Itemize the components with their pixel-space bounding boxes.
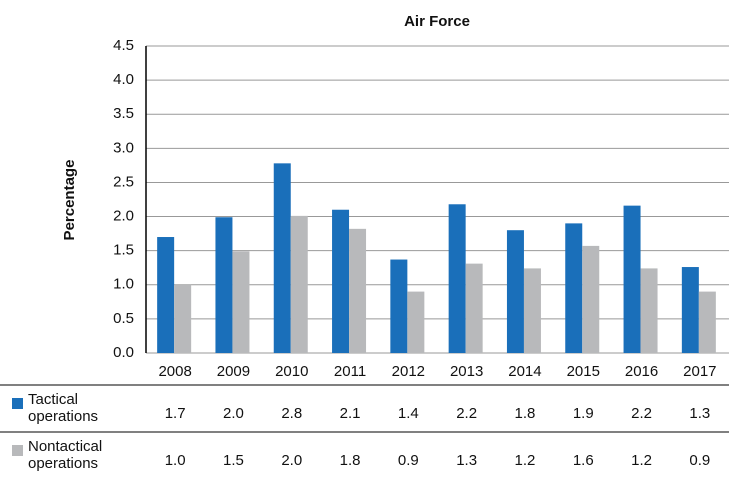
table-value: 2.0: [223, 405, 244, 422]
x-tick-label: 2012: [392, 363, 425, 380]
bar: [232, 251, 250, 353]
y-tick-label: 1.5: [113, 242, 134, 259]
table-value: 1.2: [631, 452, 652, 469]
y-tick-label: 4.0: [113, 71, 134, 88]
legend-swatch: [12, 445, 23, 456]
bar: [407, 291, 425, 353]
chart-title: Air Force: [404, 13, 470, 30]
table-value: 2.1: [340, 405, 361, 422]
bar: [332, 209, 350, 353]
bar: [623, 205, 641, 353]
x-tick-label: 2015: [567, 363, 600, 380]
table-value: 1.0: [165, 452, 186, 469]
bar: [290, 215, 308, 353]
y-tick-label: 3.5: [113, 105, 134, 122]
bar: [698, 291, 716, 353]
x-tick-label: 2008: [158, 363, 191, 380]
y-tick-label: 4.5: [113, 37, 134, 54]
y-tick-label: 2.5: [113, 173, 134, 190]
x-tick-label: 2011: [334, 363, 366, 380]
table-value: 1.7: [165, 405, 186, 422]
x-tick-label: 2010: [275, 363, 308, 380]
table-value: 1.8: [515, 405, 536, 422]
bar: [582, 245, 600, 353]
bar: [640, 268, 658, 353]
y-tick-label: 1.0: [113, 276, 134, 293]
y-axis-label: Percentage: [61, 160, 78, 241]
bar: [273, 163, 291, 353]
y-tick-label: 0.5: [113, 310, 134, 327]
x-tick-label: 2009: [217, 363, 250, 380]
x-tick-label: 2013: [450, 363, 483, 380]
table-value: 2.2: [631, 405, 652, 422]
y-tick-label: 2.0: [113, 208, 134, 225]
bar: [349, 228, 367, 353]
table-value: 1.9: [573, 405, 594, 422]
legend-label: Nontactical operations: [28, 438, 103, 472]
table-value: 1.8: [340, 452, 361, 469]
bar: [390, 259, 408, 353]
x-tick-label: 2014: [508, 363, 541, 380]
bar: [215, 217, 233, 353]
bar: [565, 223, 583, 353]
table-value: 2.2: [456, 405, 477, 422]
table-value: 1.3: [689, 405, 710, 422]
x-tick-label: 2016: [625, 363, 658, 380]
table-value: 2.8: [281, 405, 302, 422]
table-value: 1.2: [515, 452, 536, 469]
table-value: 2.0: [281, 452, 302, 469]
bar: [506, 230, 524, 353]
bar: [523, 268, 541, 353]
legend-swatch: [12, 398, 23, 409]
y-tick-label: 3.0: [113, 139, 134, 156]
table-value: 1.4: [398, 405, 419, 422]
bar: [465, 263, 483, 353]
table-value: 0.9: [398, 452, 419, 469]
table-value: 1.5: [223, 452, 244, 469]
bar: [157, 237, 175, 353]
table-value: 1.3: [456, 452, 477, 469]
bar: [681, 267, 699, 353]
bar: [448, 204, 466, 353]
bar: [174, 284, 192, 353]
table-value: 0.9: [689, 452, 710, 469]
y-tick-label: 0.0: [113, 344, 134, 361]
table-value: 1.6: [573, 452, 594, 469]
legend-label: Tactical operations: [28, 391, 99, 425]
x-tick-label: 2017: [683, 363, 716, 380]
